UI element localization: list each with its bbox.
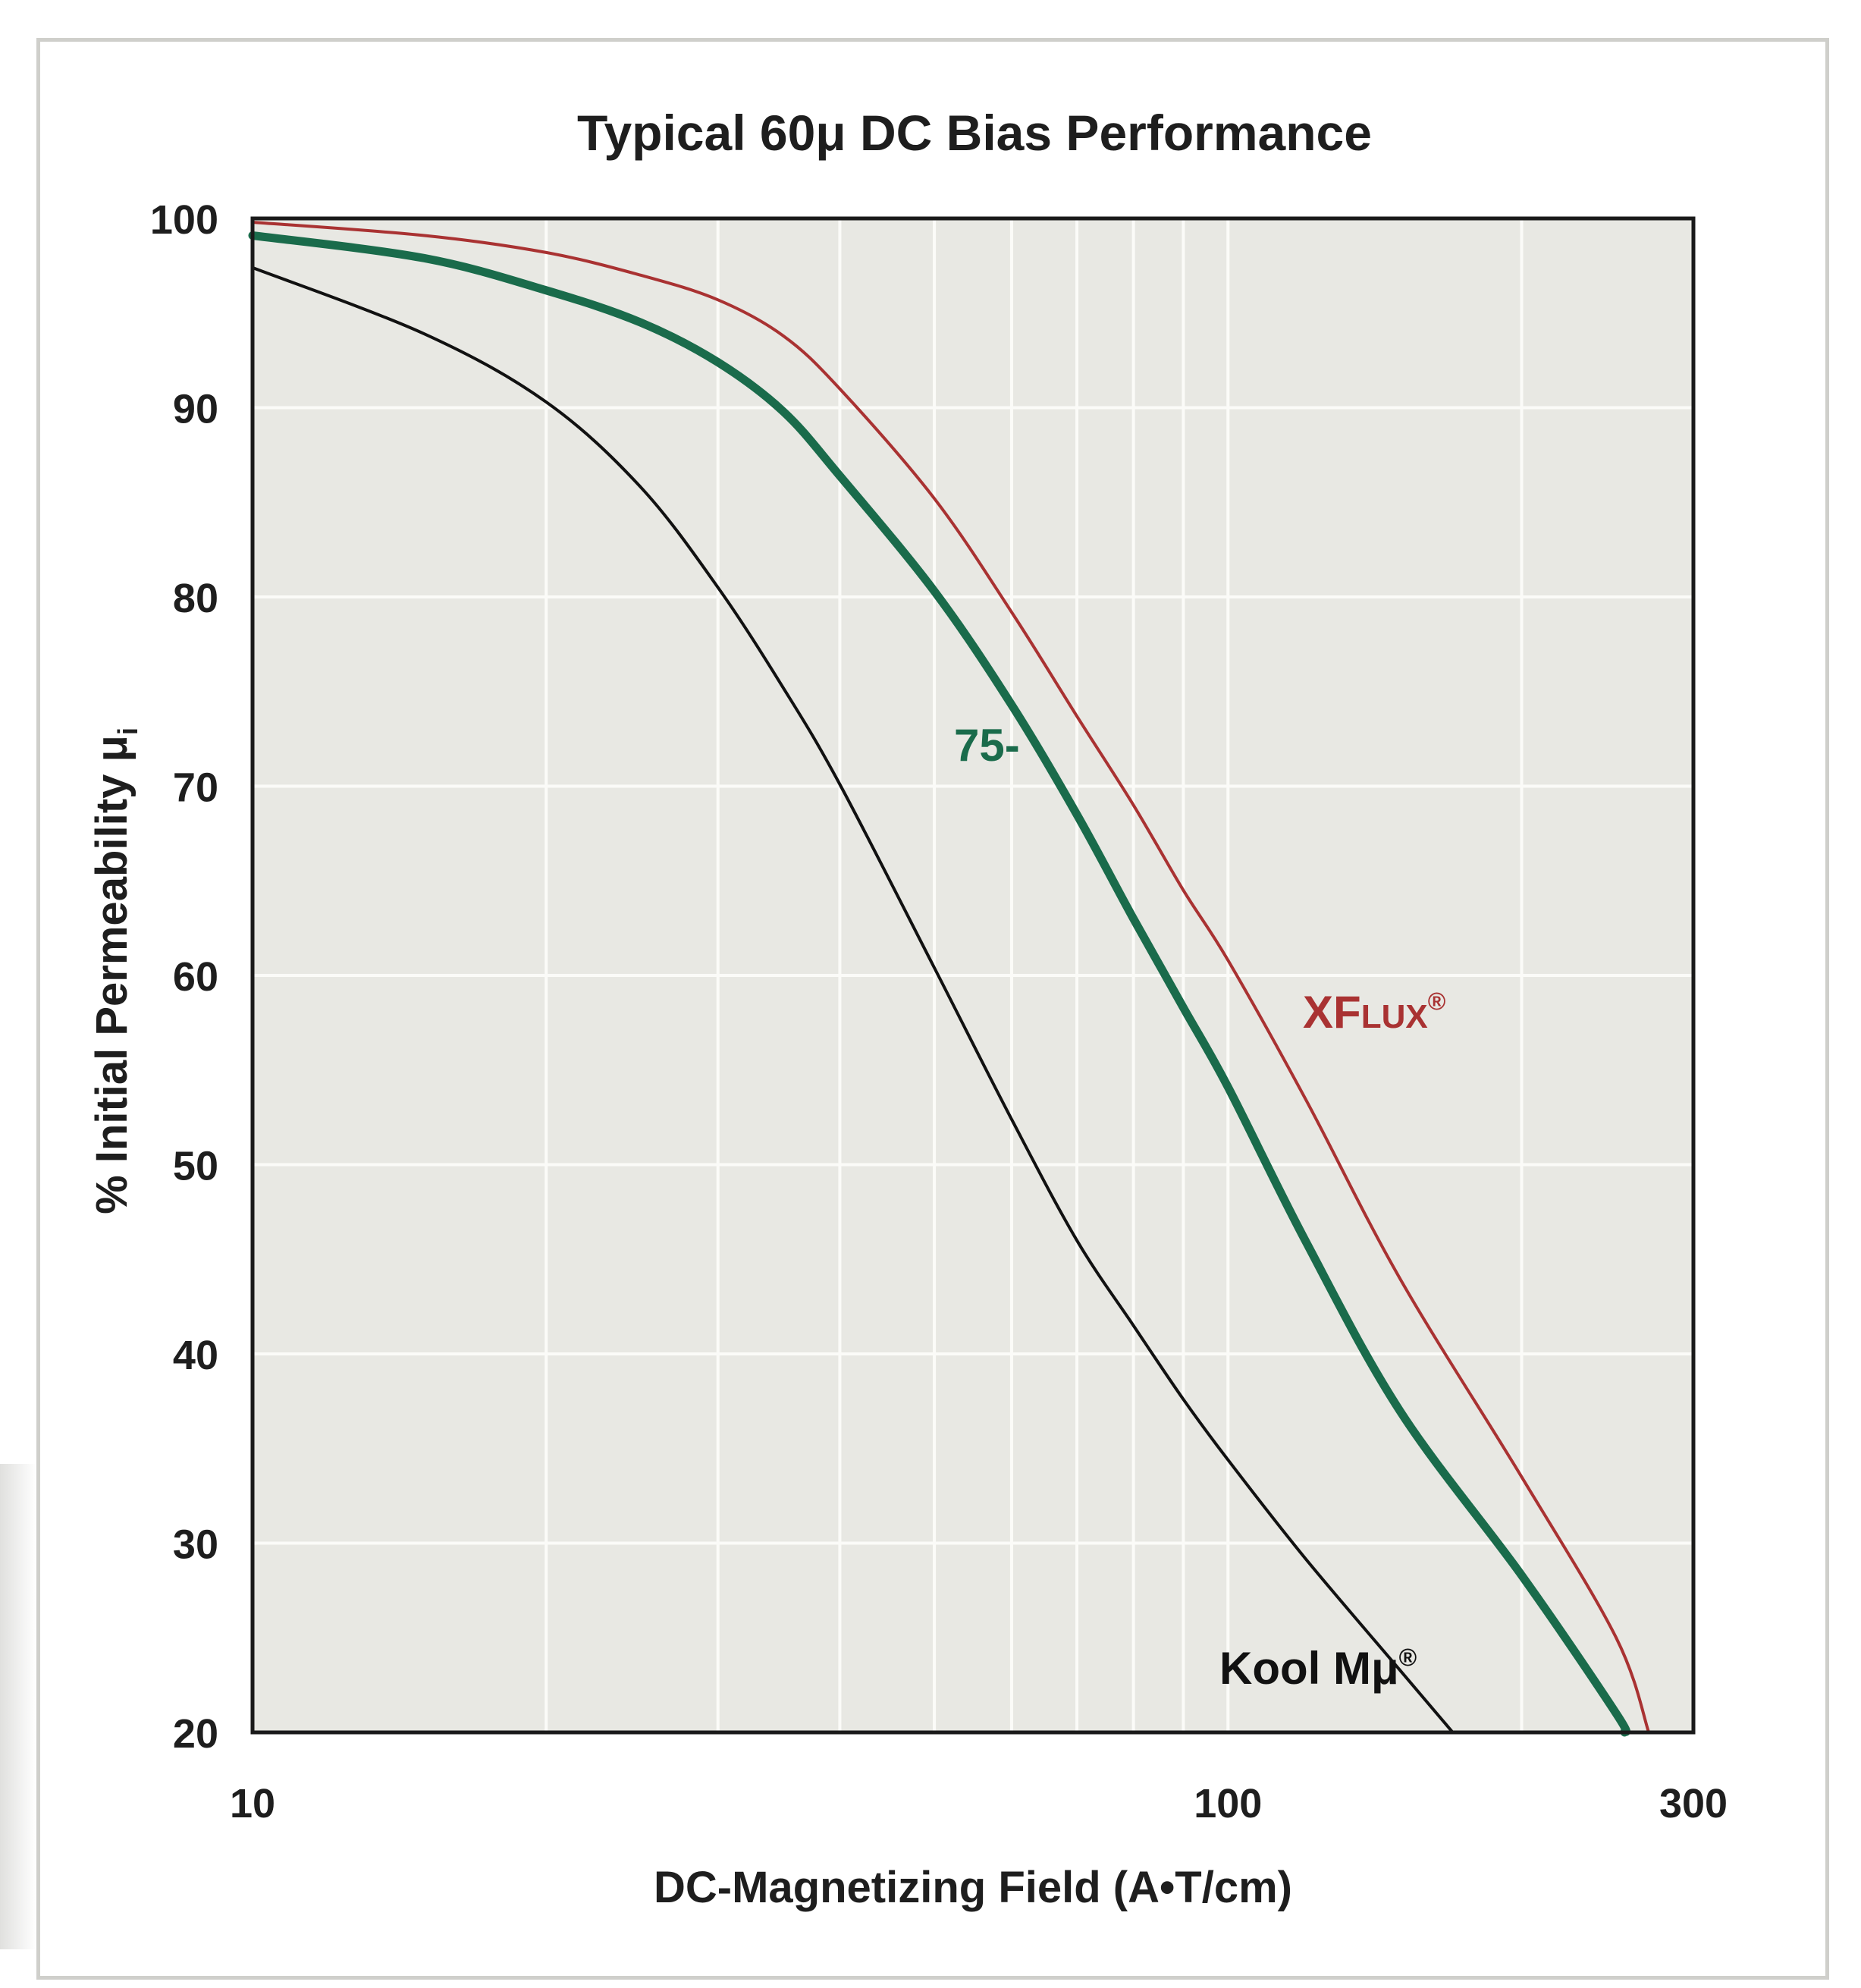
y-axis-label-subscript: i: [112, 727, 143, 735]
series-lines: [248, 221, 1651, 1737]
y-tick-labels: 20 30 40 50 60 70 80 90 100: [150, 197, 218, 1757]
background-shadow: [0, 1464, 36, 1949]
y-tick-label-90: 90: [173, 387, 218, 432]
y-axis-label-main: % Initial Permeability μ: [87, 735, 137, 1214]
y-tick-label-20: 20: [173, 1711, 218, 1757]
series-line-1: [248, 231, 1630, 1737]
y-tick-label-60: 60: [173, 954, 218, 1000]
y-tick-label-50: 50: [173, 1144, 218, 1189]
y-tick-label-70: 70: [173, 765, 218, 811]
horizontal-gridlines: [253, 406, 1693, 1545]
series-line-0: [251, 221, 1651, 1734]
x-tick-label-10: 10: [230, 1781, 275, 1826]
y-tick-label-100: 100: [150, 197, 218, 243]
x-tick-labels: 10 100 300: [230, 1781, 1728, 1826]
series-label-kool-mu: Kool Mμ®: [1219, 1643, 1417, 1694]
x-tick-label-100: 100: [1194, 1781, 1262, 1826]
series-label-75: 75-: [954, 720, 1020, 771]
x-axis-label: DC-Magnetizing Field (A•T/cm): [654, 1863, 1292, 1912]
series-label-xflux: XFLUX®: [1303, 987, 1446, 1038]
y-tick-label-80: 80: [173, 576, 218, 621]
plot-border: [250, 216, 1696, 1735]
y-axis-label: % Initial Permeability μi: [87, 727, 143, 1214]
x-tick-label-300: 300: [1659, 1781, 1728, 1826]
y-tick-label-40: 40: [173, 1333, 218, 1378]
chart-title: Typical 60μ DC Bias Performance: [577, 105, 1372, 161]
series-line-2: [251, 265, 1455, 1734]
y-tick-label-30: 30: [173, 1522, 218, 1568]
